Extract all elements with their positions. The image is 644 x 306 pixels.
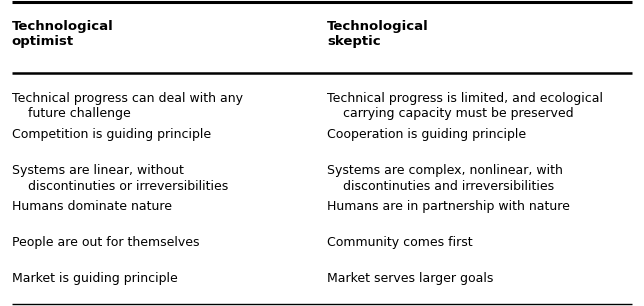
Text: Humans are in partnership with nature: Humans are in partnership with nature (327, 200, 570, 213)
Text: Market is guiding principle: Market is guiding principle (12, 272, 177, 285)
Text: Technological
optimist: Technological optimist (12, 20, 113, 48)
Text: Systems are linear, without
    discontinuties or irreversibilities: Systems are linear, without discontinuti… (12, 164, 228, 192)
Text: Market serves larger goals: Market serves larger goals (327, 272, 493, 285)
Text: Technical progress can deal with any
    future challenge: Technical progress can deal with any fut… (12, 92, 243, 120)
Text: People are out for themselves: People are out for themselves (12, 236, 199, 249)
Text: Community comes first: Community comes first (327, 236, 473, 249)
Text: Competition is guiding principle: Competition is guiding principle (12, 128, 211, 141)
Text: Technical progress is limited, and ecological
    carrying capacity must be pres: Technical progress is limited, and ecolo… (327, 92, 603, 120)
Text: Humans dominate nature: Humans dominate nature (12, 200, 171, 213)
Text: Technological
skeptic: Technological skeptic (327, 20, 429, 48)
Text: Systems are complex, nonlinear, with
    discontinuties and irreversibilities: Systems are complex, nonlinear, with dis… (327, 164, 563, 192)
Text: Cooperation is guiding principle: Cooperation is guiding principle (327, 128, 526, 141)
